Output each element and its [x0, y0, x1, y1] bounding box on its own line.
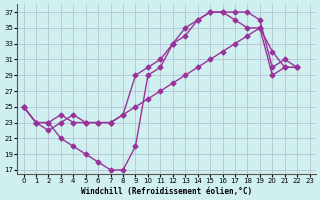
X-axis label: Windchill (Refroidissement éolien,°C): Windchill (Refroidissement éolien,°C)	[81, 187, 252, 196]
